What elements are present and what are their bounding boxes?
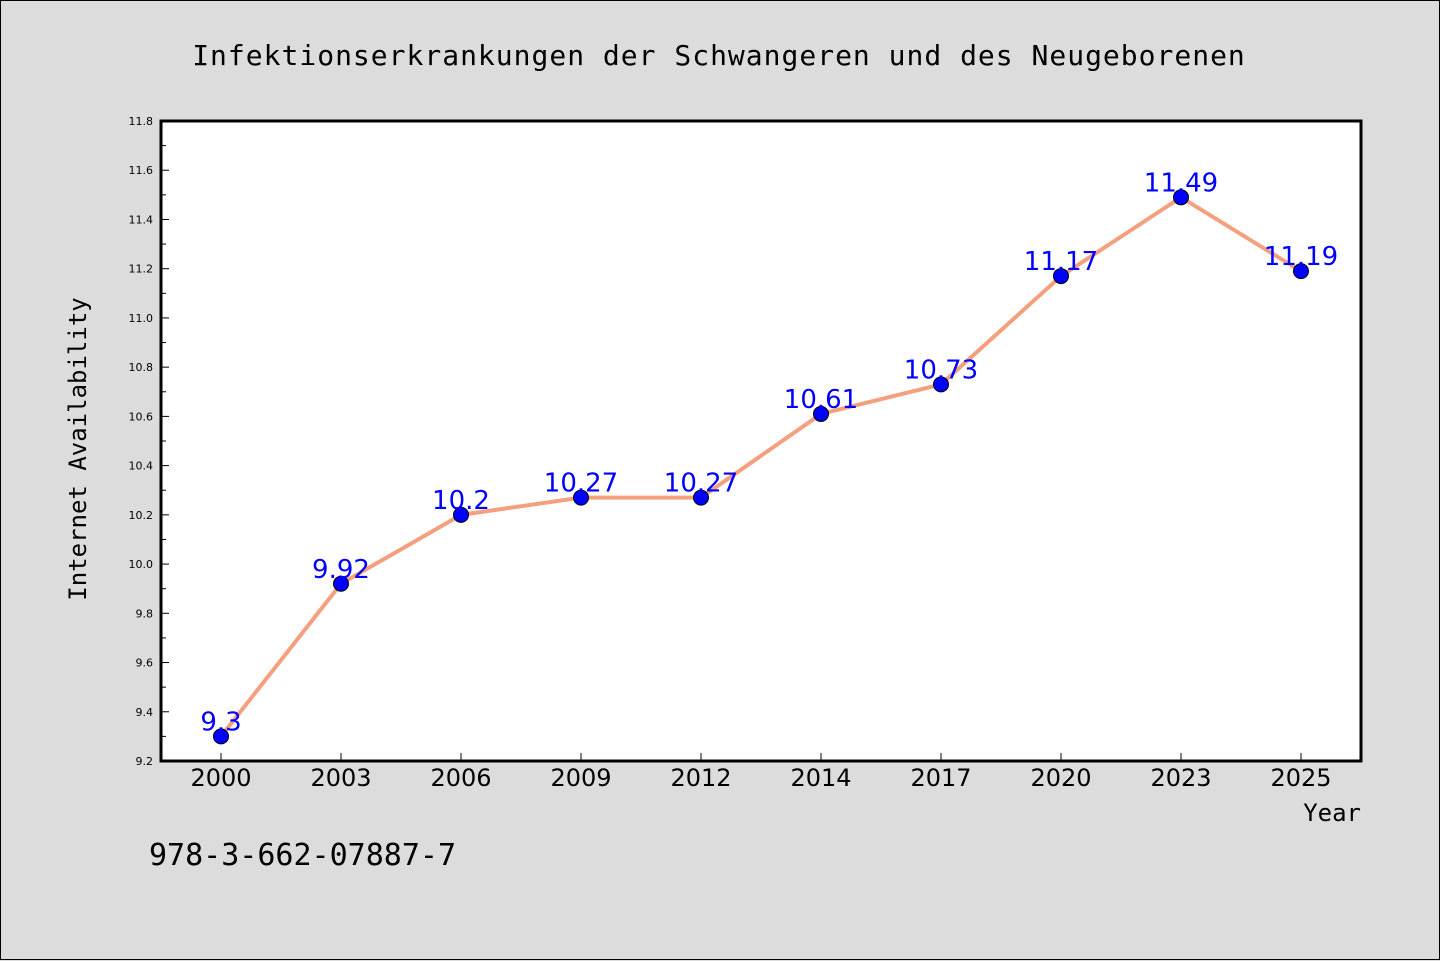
y-tick-label: 10.0 bbox=[129, 558, 154, 571]
data-label: 10.61 bbox=[784, 385, 858, 415]
series-line bbox=[219, 195, 1303, 738]
data-label: 10.2 bbox=[432, 486, 490, 516]
y-axis-label: Internet Availability bbox=[64, 297, 92, 600]
chart-title: Infektionserkrankungen der Schwangeren u… bbox=[192, 39, 1246, 72]
data-label: 11.19 bbox=[1264, 242, 1338, 272]
x-tick-label: 2017 bbox=[910, 764, 971, 792]
data-label: 9.92 bbox=[312, 555, 370, 585]
x-tick-label: 2012 bbox=[670, 764, 731, 792]
x-tick-label: 2023 bbox=[1150, 764, 1211, 792]
data-label: 10.27 bbox=[664, 469, 738, 499]
data-point bbox=[1173, 189, 1189, 206]
x-tick-label: 2020 bbox=[1030, 764, 1091, 792]
data-point bbox=[933, 376, 949, 393]
y-tick-label: 9.2 bbox=[136, 755, 154, 768]
data-label: 11.49 bbox=[1144, 168, 1218, 198]
data-label: 10.27 bbox=[544, 469, 618, 499]
data-point bbox=[213, 728, 229, 745]
x-tick-label: 2006 bbox=[430, 764, 491, 792]
y-tick-label: 9.6 bbox=[136, 657, 154, 670]
data-point bbox=[453, 506, 469, 523]
y-tick-label: 9.8 bbox=[136, 607, 154, 620]
data-point bbox=[333, 575, 349, 592]
y-tick-label: 11.2 bbox=[129, 263, 154, 276]
y-axis-ticks: 9.2 9.4 9.6 9.8 10.0 10.2 10.4 10.6 10.8 11.0 11.2… bbox=[129, 115, 169, 768]
data-point bbox=[573, 489, 589, 506]
y-tick-label: 10.2 bbox=[129, 509, 154, 522]
x-tick-label: 2014 bbox=[790, 764, 851, 792]
y-tick-label: 11.8 bbox=[129, 115, 154, 128]
x-axis-ticks: 2000 2003 2006 2009 2012 2014 2017 2020 2023 2025 bbox=[190, 753, 1332, 792]
y-tick-label: 11.6 bbox=[129, 164, 154, 177]
x-axis-label: Year bbox=[1303, 799, 1361, 827]
y-tick-label: 10.4 bbox=[129, 460, 154, 473]
data-point bbox=[693, 489, 709, 506]
y-tick-label: 11.0 bbox=[129, 312, 154, 325]
data-label: 9.3 bbox=[200, 707, 241, 737]
y-tick-label: 10.8 bbox=[129, 361, 154, 374]
x-tick-label: 2003 bbox=[310, 764, 371, 792]
data-label: 10.73 bbox=[904, 355, 978, 385]
data-point bbox=[1293, 263, 1309, 280]
y-tick-label: 11.4 bbox=[129, 213, 154, 226]
y-tick-label: 9.4 bbox=[136, 706, 154, 719]
x-tick-label: 2025 bbox=[1270, 764, 1331, 792]
x-tick-label: 2009 bbox=[550, 764, 611, 792]
data-label: 11.17 bbox=[1024, 247, 1098, 277]
data-point bbox=[813, 405, 829, 422]
isbn-text: 978-3-662-07887-7 bbox=[149, 838, 456, 873]
x-tick-label: 2000 bbox=[190, 764, 251, 792]
y-tick-label: 10.6 bbox=[129, 410, 154, 423]
plot-area bbox=[159, 119, 1363, 763]
series-layer: 9.3 9.92 10.2 10.27 10.27 10.61 10.73 11.17 11.4… bbox=[200, 168, 1338, 745]
data-point bbox=[1053, 268, 1069, 285]
